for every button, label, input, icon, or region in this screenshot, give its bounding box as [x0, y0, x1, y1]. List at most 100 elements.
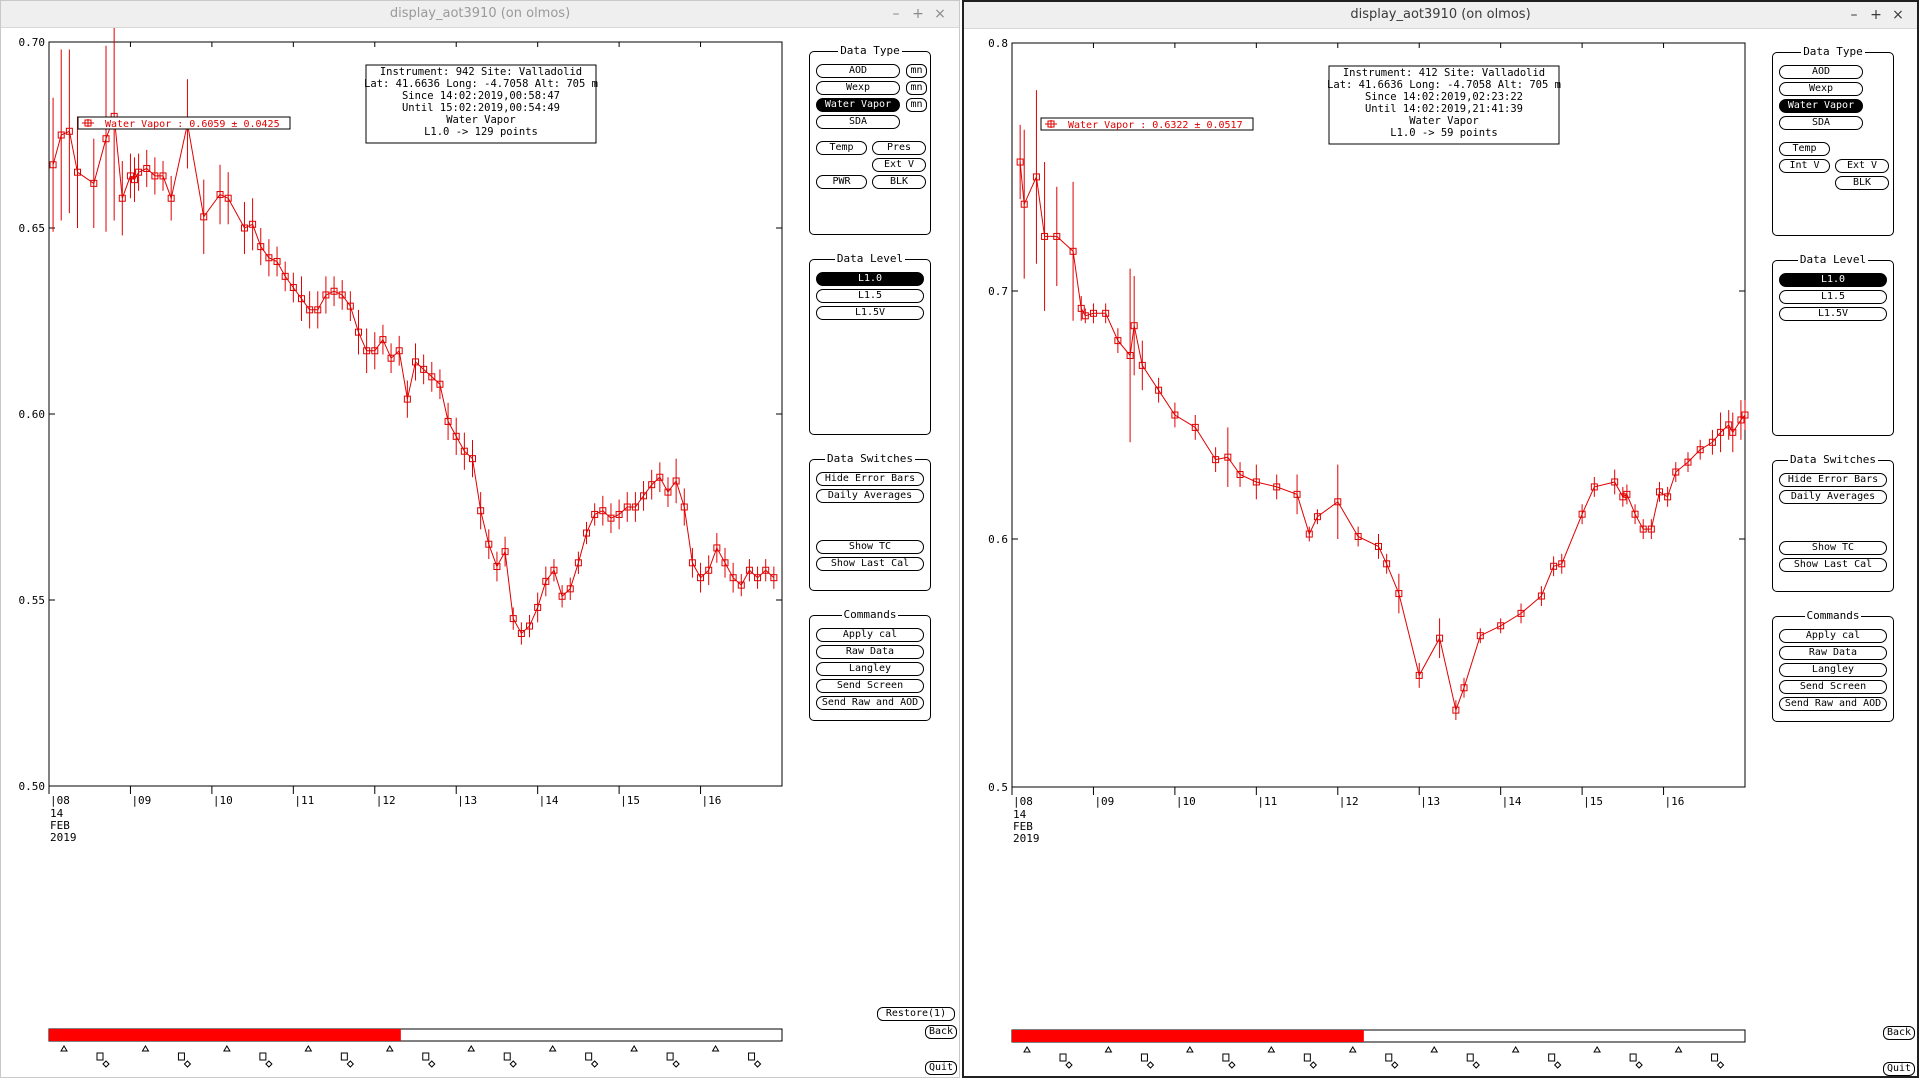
hide-error-bars-button[interactable]: Hide Error Bars — [816, 472, 924, 486]
x-tick-label: |08 — [50, 794, 70, 807]
info-line: L1.0 -> 129 points — [424, 126, 538, 138]
aod-button[interactable]: AOD — [816, 64, 900, 78]
apply-cal-button[interactable]: Apply cal — [816, 628, 924, 642]
triangle-marker — [1430, 1046, 1439, 1053]
send-screen-button[interactable]: Send Screen — [1779, 680, 1887, 694]
send-raw-and-aod-button[interactable]: Send Raw and AOD — [1779, 697, 1887, 711]
wexp-button[interactable]: Wexp — [816, 81, 900, 95]
wexp-button[interactable]: Wexp — [1779, 82, 1863, 96]
hide-error-bars-button[interactable]: Hide Error Bars — [1779, 473, 1887, 487]
temp-button[interactable]: Temp — [1779, 142, 1830, 156]
x-tick-label: |13 — [457, 794, 477, 807]
diamond-marker — [265, 1060, 273, 1068]
time-progress-fill — [49, 1029, 401, 1041]
aod-button[interactable]: AOD — [1779, 65, 1863, 79]
level-l10-button[interactable]: L1.0 — [816, 272, 924, 286]
maximize-button[interactable]: + — [912, 6, 924, 22]
data-point — [126, 172, 134, 180]
close-button[interactable]: × — [934, 6, 946, 22]
data-point — [1041, 232, 1049, 240]
data-point — [460, 447, 468, 455]
aod-mn-button[interactable]: mn — [906, 64, 927, 78]
langley-button[interactable]: Langley — [816, 662, 924, 676]
x-tick-label: |11 — [294, 794, 314, 807]
level-l10-button[interactable]: L1.0 — [1779, 273, 1887, 287]
legend-marker — [84, 119, 92, 127]
data-switches-title: Data Switches — [1787, 453, 1879, 466]
data-point — [1053, 232, 1061, 240]
data-point — [216, 191, 224, 199]
back-button[interactable]: Back — [1883, 1026, 1915, 1040]
triangle-marker — [467, 1045, 476, 1052]
plot-frame — [1011, 42, 1746, 788]
show-tc-button[interactable]: Show TC — [1779, 541, 1887, 555]
quit-button[interactable]: Quit — [925, 1061, 957, 1075]
langley-button[interactable]: Langley — [1779, 663, 1887, 677]
raw-data-button[interactable]: Raw Data — [816, 645, 924, 659]
ext-v-button[interactable]: Ext V — [872, 158, 926, 172]
data-point — [1476, 632, 1484, 640]
water-vapor-chart: 0.8 0.7 0.6 0.5 |08 |09 |10 |11 |12 |13 |14 |15 |16 1… — [988, 37, 1749, 1069]
data-point — [1537, 592, 1545, 600]
blk-button[interactable]: BLK — [1835, 176, 1889, 190]
send-screen-button[interactable]: Send Screen — [816, 679, 924, 693]
back-button[interactable]: Back — [925, 1025, 957, 1039]
data-point — [1664, 493, 1672, 501]
daily-averages-button[interactable]: Daily Averages — [816, 489, 924, 503]
triangle-marker — [630, 1045, 638, 1052]
data-level-title: Data Level — [834, 252, 906, 265]
data-point — [281, 272, 289, 280]
data-point — [1293, 490, 1301, 498]
level-l15-button[interactable]: L1.5 — [1779, 290, 1887, 304]
quit-button[interactable]: Quit — [1883, 1062, 1915, 1076]
show-last-cal-button[interactable]: Show Last Cal — [816, 557, 924, 571]
show-tc-button[interactable]: Show TC — [816, 540, 924, 554]
raw-data-button[interactable]: Raw Data — [1779, 646, 1887, 660]
data-point — [1684, 458, 1692, 466]
blk-button[interactable]: BLK — [872, 175, 926, 189]
data-point — [664, 488, 672, 496]
data-point — [135, 168, 143, 176]
maximize-button[interactable]: + — [1870, 7, 1882, 23]
square-marker — [1303, 1053, 1311, 1062]
int-v-button[interactable]: Int V — [1779, 159, 1830, 173]
info-box — [1328, 65, 1560, 145]
level-l15-button[interactable]: L1.5 — [816, 289, 924, 303]
sda-button[interactable]: SDA — [1779, 116, 1863, 130]
water-vapor-mn-button[interactable]: mn — [906, 98, 927, 112]
water-vapor-button[interactable]: Water Vapor — [816, 98, 900, 112]
minimize-button[interactable]: – — [892, 6, 900, 22]
restore-button[interactable]: Restore(1) — [877, 1007, 955, 1021]
sda-button[interactable]: SDA — [816, 115, 900, 129]
data-point — [1354, 533, 1362, 541]
data-point — [550, 566, 558, 574]
legend-box — [77, 116, 291, 130]
level-l15v-button[interactable]: L1.5V — [816, 306, 924, 320]
data-point — [436, 380, 444, 388]
pres-button[interactable]: Pres — [872, 141, 926, 155]
data-point — [1032, 173, 1040, 181]
commands-title: Commands — [1804, 609, 1862, 622]
wexp-mn-button[interactable]: mn — [906, 81, 927, 95]
data-point — [770, 574, 778, 582]
temp-button[interactable]: Temp — [816, 141, 867, 155]
data-point — [143, 164, 151, 172]
pwr-button[interactable]: PWR — [816, 175, 867, 189]
triangle-marker — [141, 1045, 150, 1052]
triangle-marker — [1511, 1046, 1520, 1053]
daily-averages-button[interactable]: Daily Averages — [1779, 490, 1887, 504]
minimize-button[interactable]: – — [1850, 7, 1858, 23]
send-raw-and-aod-button[interactable]: Send Raw and AOD — [816, 696, 924, 710]
data-point — [1236, 471, 1244, 479]
square-marker — [96, 1052, 104, 1061]
show-last-cal-button[interactable]: Show Last Cal — [1779, 558, 1887, 572]
apply-cal-button[interactable]: Apply cal — [1779, 629, 1887, 643]
level-l15v-button[interactable]: L1.5V — [1779, 307, 1887, 321]
info-line: L1.0 -> 59 points — [1390, 127, 1497, 139]
close-button[interactable]: × — [1892, 7, 1904, 23]
commands-panel: Commands Apply cal Raw Data Langley Send… — [809, 608, 931, 721]
ext-v-button[interactable]: Ext V — [1835, 159, 1889, 173]
date-label: 14 — [1013, 808, 1027, 821]
water-vapor-button[interactable]: Water Vapor — [1779, 99, 1863, 113]
titlebar: display_aot3910 (on olmos) – + × — [964, 2, 1917, 29]
